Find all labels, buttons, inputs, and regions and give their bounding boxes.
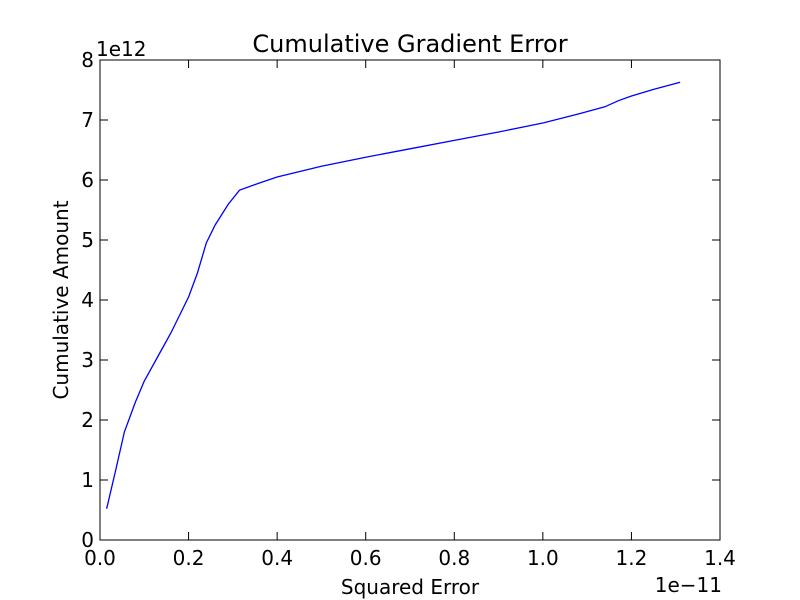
axis-ticks [99,59,721,541]
y-axis-label: Cumulative Amount [49,200,73,399]
y-offset-label: 1e12 [96,37,146,61]
y-tick-label: 8 [81,48,94,72]
x-tick-label: 0.8 [438,546,470,570]
x-tick-label: 0.4 [261,546,293,570]
y-tick-label: 2 [81,408,94,432]
y-tick-label: 4 [81,288,94,312]
plot-frame [99,59,721,541]
y-tick-label: 3 [81,348,94,372]
x-tick-label: 0.0 [84,546,116,570]
x-tick-label: 0.6 [350,546,382,570]
x-tick-label: 0.2 [173,546,205,570]
y-tick-label: 1 [81,468,94,492]
y-tick-label: 0 [81,528,94,552]
chart-title: Cumulative Gradient Error [252,30,567,58]
y-tick-label: 6 [81,168,94,192]
y-tick-label: 5 [81,228,94,252]
y-tick-label: 7 [81,108,94,132]
x-tick-label: 1.0 [527,546,559,570]
x-offset-label: 1e−11 [655,573,722,597]
data-series-line [106,81,681,509]
axis-tick-labels: 0.0 0.2 0.4 0.6 0.8 1.0 1.2 1.4 0 1 2 3 4 5 6 7 8 [81,48,736,570]
x-tick-label: 1.4 [704,546,736,570]
x-tick-label: 1.2 [616,546,648,570]
x-axis-label: Squared Error [341,575,480,599]
